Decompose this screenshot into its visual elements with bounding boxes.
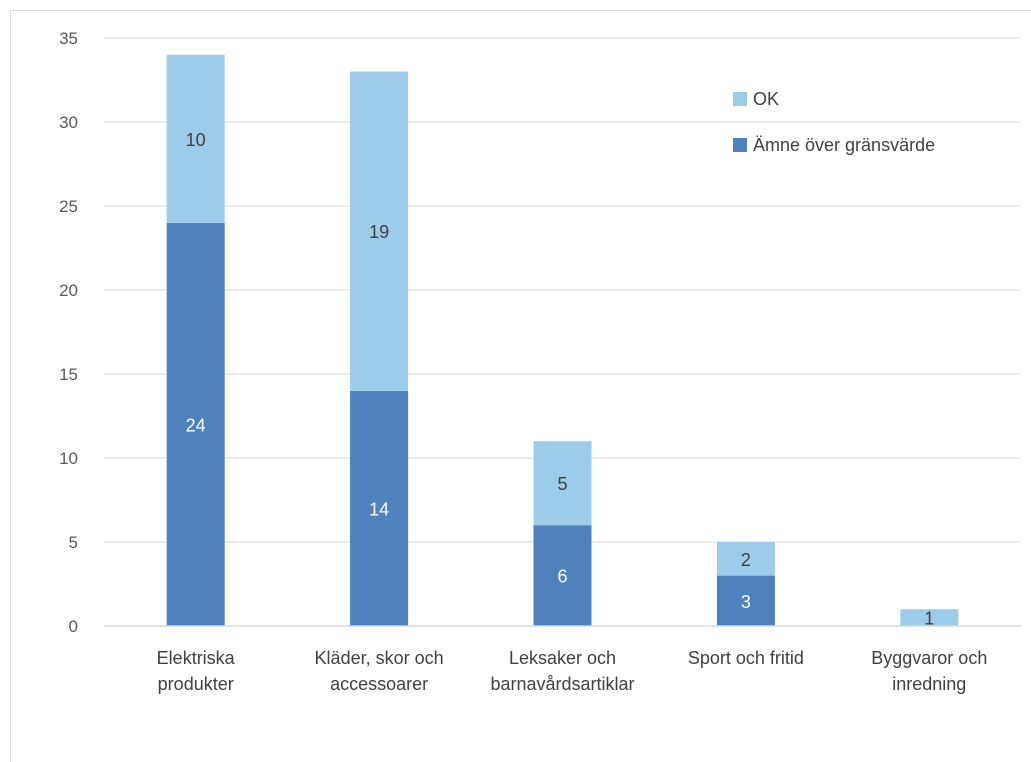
y-tick-label: 30 bbox=[59, 113, 78, 132]
bar-segment bbox=[716, 575, 775, 626]
data-label: 5 bbox=[557, 474, 567, 494]
y-tick-label: 10 bbox=[59, 449, 78, 468]
category-label: Leksaker och bbox=[509, 648, 616, 668]
data-label: 10 bbox=[186, 130, 206, 150]
bar-segment bbox=[533, 441, 592, 526]
bar-segment bbox=[716, 542, 775, 576]
category-label: Sport och fritid bbox=[688, 648, 804, 668]
data-label: 24 bbox=[186, 415, 206, 435]
y-tick-label: 15 bbox=[59, 365, 78, 384]
y-tick-label: 20 bbox=[59, 281, 78, 300]
category-label: Byggvaror och bbox=[871, 648, 987, 668]
bar-segment bbox=[350, 390, 409, 626]
y-tick-label: 5 bbox=[69, 533, 78, 552]
bar-segment bbox=[533, 525, 592, 626]
category-label: accessoarer bbox=[330, 674, 428, 694]
y-tick-label: 0 bbox=[69, 617, 78, 636]
category-label: Elektriska bbox=[157, 648, 236, 668]
legend-label: Ämne över gränsvärde bbox=[753, 135, 935, 155]
category-label: produkter bbox=[158, 674, 234, 694]
y-tick-label: 35 bbox=[59, 29, 78, 48]
bar-segment bbox=[166, 54, 225, 223]
legend-swatch bbox=[733, 92, 747, 106]
data-label: 1 bbox=[924, 609, 934, 629]
category-label: inredning bbox=[892, 674, 966, 694]
y-tick-label: 25 bbox=[59, 197, 78, 216]
legend-label: OK bbox=[753, 89, 779, 109]
data-label: 3 bbox=[741, 592, 751, 612]
bar-segment bbox=[166, 222, 225, 627]
data-label: 2 bbox=[741, 550, 751, 570]
category-label: barnavårdsartiklar bbox=[490, 674, 634, 694]
bar-segment bbox=[900, 609, 959, 626]
legend-swatch bbox=[733, 138, 747, 152]
data-label: 6 bbox=[557, 567, 567, 587]
data-label: 19 bbox=[369, 222, 389, 242]
data-label: 14 bbox=[369, 499, 389, 519]
bar-segment bbox=[350, 71, 409, 391]
category-label: Kläder, skor och bbox=[315, 648, 444, 668]
